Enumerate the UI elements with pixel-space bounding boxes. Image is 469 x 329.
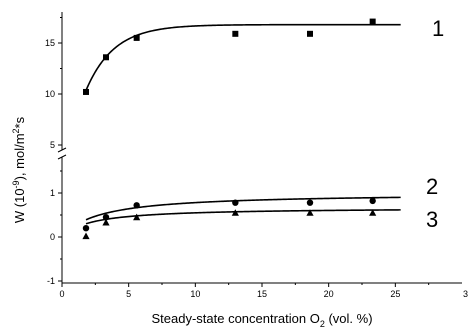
series-labels: 1 2 3 <box>426 16 444 232</box>
axis-break-mark-upper <box>57 147 67 153</box>
y-tick-label-lower: 0 <box>50 232 55 242</box>
series-label-3: 3 <box>426 207 438 232</box>
ticks: 0 5 10 15 20 25 3 5 10 15 -1 0 1 <box>45 17 468 299</box>
y-tick-label-lower: -1 <box>47 276 55 286</box>
x-tick-label: 15 <box>257 289 267 299</box>
data-point-series-3 <box>82 232 90 240</box>
y-tick-label-upper: 10 <box>45 89 55 99</box>
data-point-series-3 <box>133 213 141 221</box>
y-axis-title-exponent: -9 <box>11 180 21 188</box>
axis-break-mark-lower <box>57 154 67 160</box>
y-tick-label-lower: 1 <box>50 188 55 198</box>
data-point-series-3 <box>231 209 239 216</box>
data-point-series-3 <box>102 218 110 226</box>
data-point-series-1 <box>83 88 89 95</box>
data-point-series-2 <box>369 197 376 205</box>
y-axis-title: W (10-9), mol/m2*s <box>11 116 27 223</box>
data-point-series-1 <box>369 18 376 25</box>
x-axis-title-tail: (vol. %) <box>325 311 373 326</box>
x-tick-label: 10 <box>190 289 200 299</box>
x-tick-label: 5 <box>126 289 131 299</box>
x-tick-label-edge: 3 <box>463 289 468 299</box>
fit-curve-series-3 <box>85 209 401 225</box>
fit-curves <box>85 23 401 225</box>
fit-curve-series-1 <box>85 23 401 91</box>
data-point-series-2 <box>82 225 90 232</box>
x-axis-title-subscript: 2 <box>320 319 325 329</box>
data-point-series-2 <box>102 214 110 221</box>
data-point-series-1 <box>232 30 239 37</box>
data-point-series-2 <box>133 202 140 209</box>
y-tick-label-upper: 5 <box>50 140 55 150</box>
axes <box>57 12 462 284</box>
x-tick-label: 25 <box>390 289 400 299</box>
x-tick-label: 20 <box>324 289 334 299</box>
x-tick-label: 0 <box>59 289 64 299</box>
data-point-series-1 <box>307 30 313 37</box>
data-point-series-2 <box>232 199 239 206</box>
data-point-series-3 <box>306 209 314 216</box>
x-axis-title: Steady-state concentration O2 (vol. %) <box>151 311 372 329</box>
data-point-series-1 <box>133 34 140 41</box>
data-point-series-2 <box>306 199 314 206</box>
data-points <box>82 18 377 240</box>
y-tick-label-upper: 15 <box>45 38 55 48</box>
series-label-2: 2 <box>426 174 438 199</box>
y-axis-title-superscript: 2 <box>11 128 21 133</box>
series-label-1: 1 <box>432 16 444 41</box>
data-point-series-1 <box>103 54 109 61</box>
data-point-series-3 <box>369 209 377 216</box>
